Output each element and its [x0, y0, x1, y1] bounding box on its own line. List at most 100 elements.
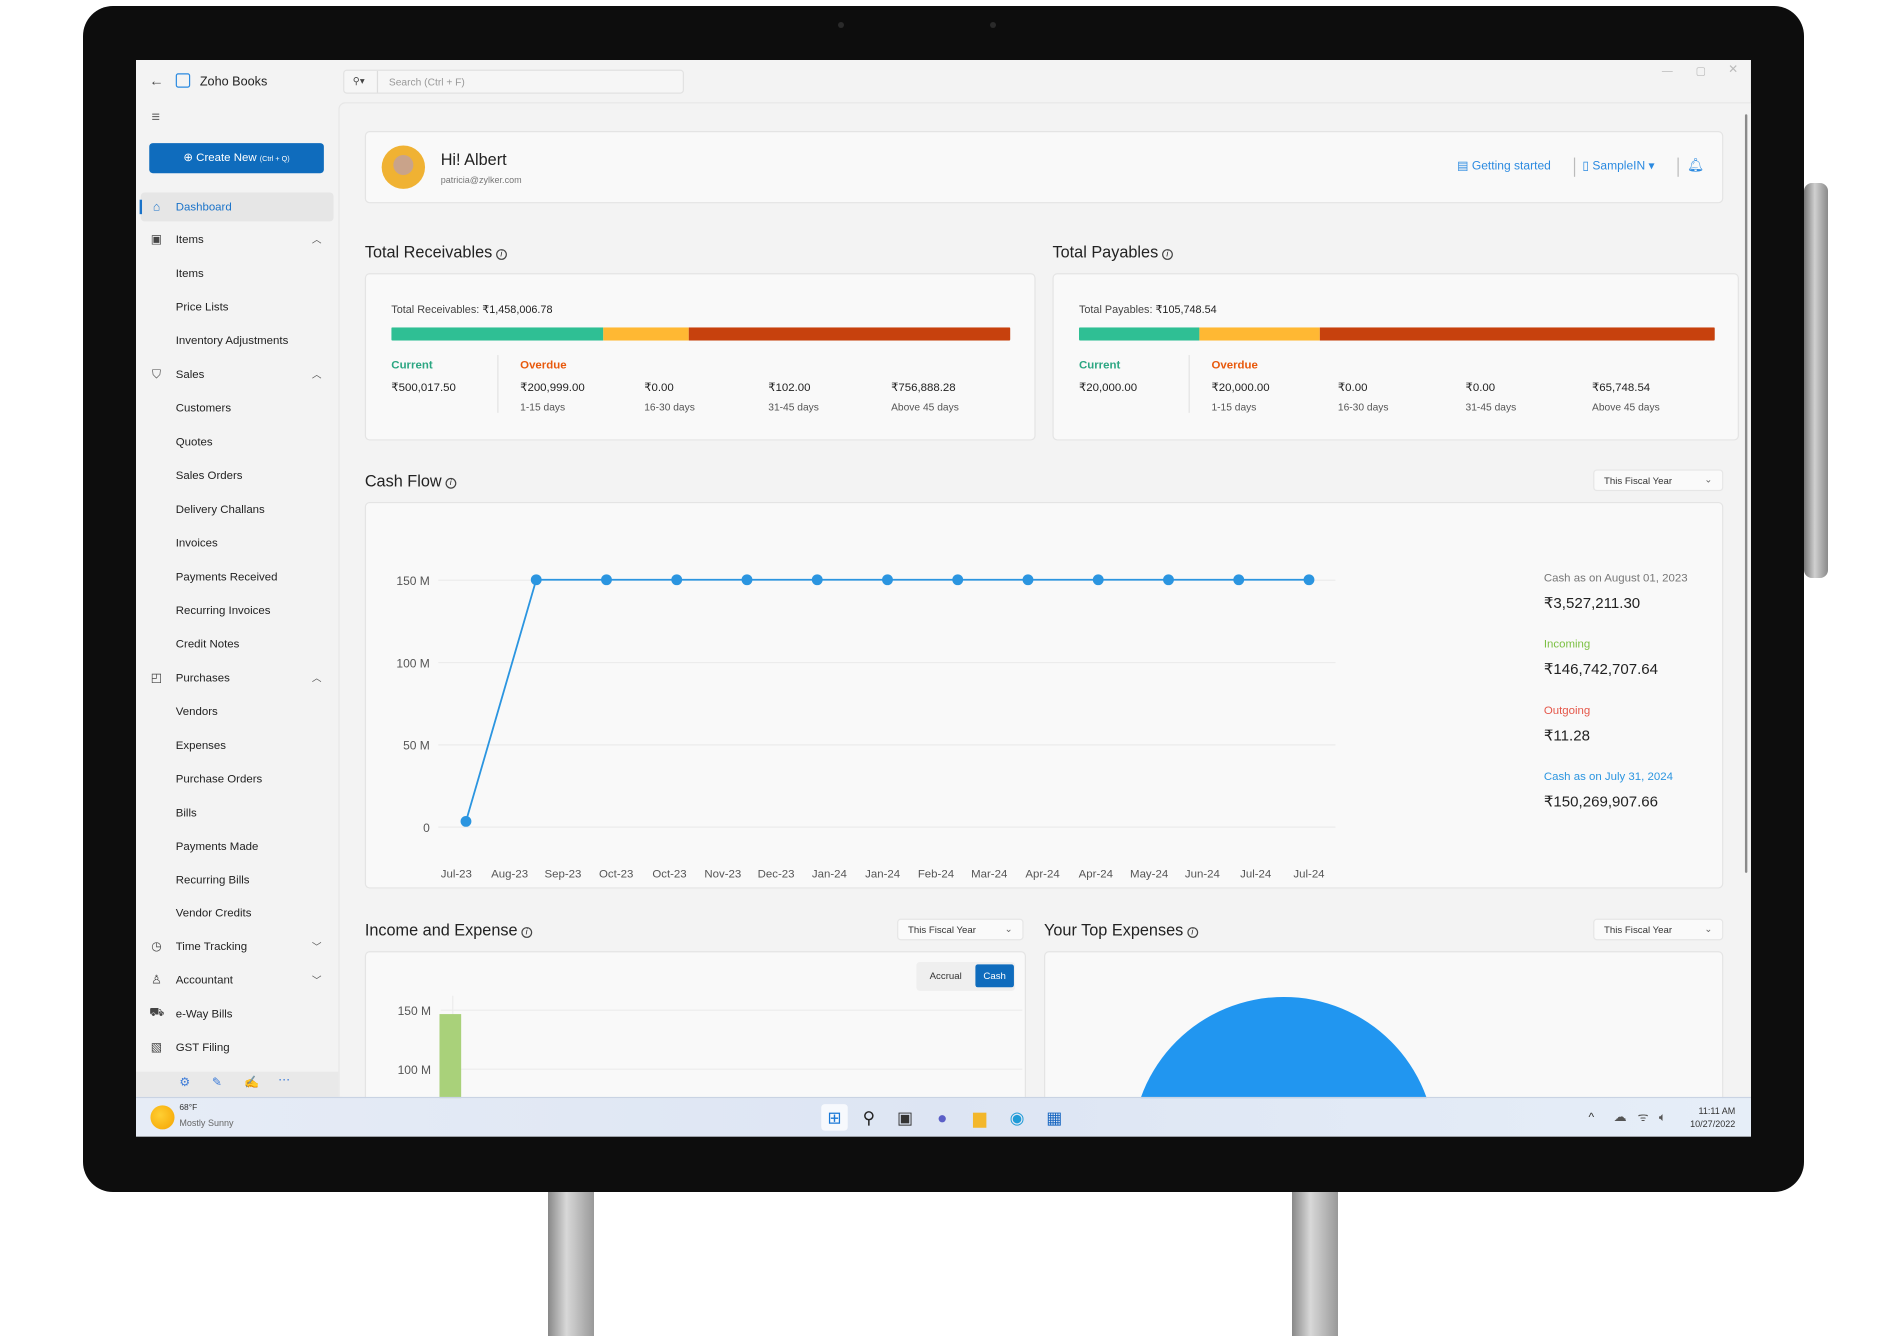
settings-icon[interactable]: ⚙ — [179, 1076, 191, 1090]
getting-started-link[interactable]: ▤ Getting started — [1457, 159, 1551, 174]
sidebar-item-e-way-bills[interactable]: ⛟ e-Way Bills — [141, 1000, 334, 1029]
data-point[interactable] — [601, 574, 612, 586]
data-point[interactable] — [1092, 574, 1104, 586]
data-point[interactable] — [1022, 574, 1034, 586]
income-expense-period-dropdown[interactable]: This Fiscal Year ⌄ — [897, 918, 1024, 941]
bar-segment-current[interactable] — [391, 327, 604, 341]
overdue-value[interactable]: ₹0.00 — [644, 381, 674, 395]
weather-sun-icon[interactable] — [150, 1105, 175, 1130]
organization-switcher[interactable]: ▯ SampleIN ▾ — [1582, 159, 1655, 174]
avatar[interactable] — [381, 145, 426, 189]
chevron-up-icon[interactable]: ︿ — [311, 235, 322, 246]
sidebar-item-items[interactable]: Items — [141, 260, 334, 289]
search-icon[interactable]: ⚲ — [862, 1107, 875, 1128]
sidebar-item-sales-orders[interactable]: Sales Orders — [141, 462, 334, 491]
sidebar-item-quotes[interactable]: Quotes — [141, 428, 334, 457]
sidebar-item-vendor-credits[interactable]: Vendor Credits — [141, 899, 334, 928]
search-box[interactable]: ⚲▾ Search (Ctrl + F) — [343, 69, 684, 94]
minimize-button[interactable]: — — [1661, 64, 1673, 77]
top-expenses-period-dropdown[interactable]: This Fiscal Year ⌄ — [1593, 918, 1724, 941]
data-point[interactable] — [1163, 574, 1174, 586]
info-icon[interactable]: i — [521, 927, 533, 938]
info-icon[interactable]: i — [445, 477, 457, 489]
sidebar-item-dashboard[interactable]: ⌂ Dashboard — [139, 192, 334, 222]
sidebar-item-gst-filing[interactable]: ▧ GST Filing — [141, 1034, 334, 1063]
overdue-value[interactable]: ₹102.00 — [768, 381, 811, 395]
feedback-icon[interactable]: ✍ — [244, 1076, 260, 1090]
overdue-value[interactable]: ₹756,888.28 — [891, 381, 956, 395]
sidebar-item-credit-notes[interactable]: Credit Notes — [141, 630, 334, 659]
data-point[interactable] — [741, 574, 753, 586]
close-button[interactable]: ✕ — [1728, 63, 1739, 77]
data-point[interactable] — [882, 574, 893, 586]
current-value[interactable]: ₹500,017.50 — [391, 381, 456, 395]
overdue-value[interactable]: ₹0.00 — [1465, 381, 1496, 395]
data-point[interactable] — [1303, 574, 1315, 586]
sidebar-item-purchases[interactable]: ◰ Purchases ︿ — [141, 664, 334, 693]
bar-segment-overdue-1-15[interactable] — [603, 327, 690, 341]
chevron-down-icon[interactable]: ﹀ — [311, 975, 322, 987]
cash-flow-period-dropdown[interactable]: This Fiscal Year ⌄ — [1593, 469, 1724, 492]
sidebar-item-vendors[interactable]: Vendors — [141, 697, 334, 726]
info-icon[interactable]: i — [1161, 249, 1173, 260]
volume-icon[interactable]: 🔈︎ — [1658, 1111, 1667, 1125]
maximize-button[interactable]: ▢ — [1695, 64, 1706, 77]
bell-icon[interactable]: 🔔︎ — [1687, 158, 1704, 174]
sidebar-item-time-tracking[interactable]: ◷ Time Tracking ﹀ — [141, 933, 334, 962]
data-point[interactable] — [1233, 574, 1245, 586]
info-icon[interactable]: i — [1186, 927, 1198, 938]
teams-chat-icon[interactable]: ● — [937, 1107, 948, 1128]
bar-segment-rest[interactable] — [1319, 327, 1715, 341]
overdue-value[interactable]: ₹200,999.00 — [520, 381, 585, 395]
clock-time[interactable]: 11:11 AM — [1698, 1105, 1736, 1117]
sidebar-item-payments-made[interactable]: Payments Made — [141, 832, 334, 861]
back-icon[interactable]: ← — [149, 72, 164, 89]
bar-segment-rest[interactable] — [689, 327, 1011, 341]
chevron-down-icon[interactable]: ﹀ — [311, 942, 322, 953]
sidebar-item-recurring-invoices[interactable]: Recurring Invoices — [141, 596, 334, 625]
data-point[interactable] — [671, 574, 683, 586]
weather-temp[interactable]: 68°F — [179, 1104, 198, 1113]
edit-icon[interactable]: ✎ — [211, 1076, 222, 1090]
show-hidden-icons-icon[interactable]: ^ — [1588, 1111, 1595, 1125]
store-icon[interactable]: ▦ — [1046, 1107, 1063, 1128]
cash-button[interactable]: Cash — [975, 964, 1014, 988]
edge-browser-icon[interactable]: ◉ — [1009, 1107, 1025, 1128]
weather-condition[interactable]: Mostly Sunny — [179, 1117, 234, 1129]
clock-date[interactable]: 10/27/2022 — [1690, 1118, 1736, 1130]
data-point[interactable] — [530, 574, 542, 586]
search-input[interactable]: Search (Ctrl + F) — [388, 75, 465, 88]
sidebar-item-price-lists[interactable]: Price Lists — [141, 293, 334, 322]
sidebar-item-payments-received[interactable]: Payments Received — [141, 563, 334, 592]
data-point[interactable] — [952, 574, 964, 586]
data-point[interactable] — [811, 574, 823, 586]
more-icon[interactable]: ⋯ — [278, 1074, 291, 1088]
create-new-button[interactable]: ⊕ Create New (Ctrl + Q) — [149, 143, 324, 174]
sidebar-item-sales[interactable]: ⛉ Sales ︿ — [141, 361, 334, 390]
overdue-value[interactable]: ₹65,748.54 — [1591, 381, 1651, 395]
info-icon[interactable]: i — [495, 249, 507, 260]
current-value[interactable]: ₹20,000.00 — [1078, 381, 1138, 395]
accrual-button[interactable]: Accrual — [929, 970, 962, 982]
overdue-value[interactable]: ₹20,000.00 — [1211, 381, 1270, 395]
scrollbar[interactable] — [1744, 114, 1748, 873]
bar-segment-overdue-1-15[interactable] — [1199, 327, 1320, 341]
sidebar-item-delivery-challans[interactable]: Delivery Challans — [141, 495, 334, 524]
sidebar-item-items[interactable]: ▣ Items ︿ — [141, 226, 334, 255]
chevron-up-icon[interactable]: ︿ — [311, 672, 322, 684]
hamburger-menu-icon[interactable]: ≡ — [151, 108, 161, 126]
bar-segment-current[interactable] — [1078, 327, 1200, 341]
data-point[interactable] — [460, 815, 472, 827]
sidebar-item-purchase-orders[interactable]: Purchase Orders — [141, 765, 334, 794]
file-explorer-icon[interactable]: ▆ — [973, 1107, 987, 1128]
overdue-value[interactable]: ₹0.00 — [1337, 381, 1368, 395]
wifi-icon[interactable]: ᯤ — [1637, 1111, 1649, 1125]
sidebar-item-bills[interactable]: Bills — [141, 798, 334, 827]
income-bar[interactable] — [439, 1014, 462, 1121]
task-view-icon[interactable]: ▣ — [896, 1107, 913, 1128]
sidebar-item-invoices[interactable]: Invoices — [141, 529, 334, 558]
onedrive-cloud-icon[interactable]: ☁ — [1613, 1110, 1627, 1125]
sidebar-item-expenses[interactable]: Expenses — [141, 731, 334, 760]
sidebar-item-customers[interactable]: Customers — [141, 394, 334, 423]
search-icon[interactable]: ⚲▾ — [352, 75, 365, 87]
